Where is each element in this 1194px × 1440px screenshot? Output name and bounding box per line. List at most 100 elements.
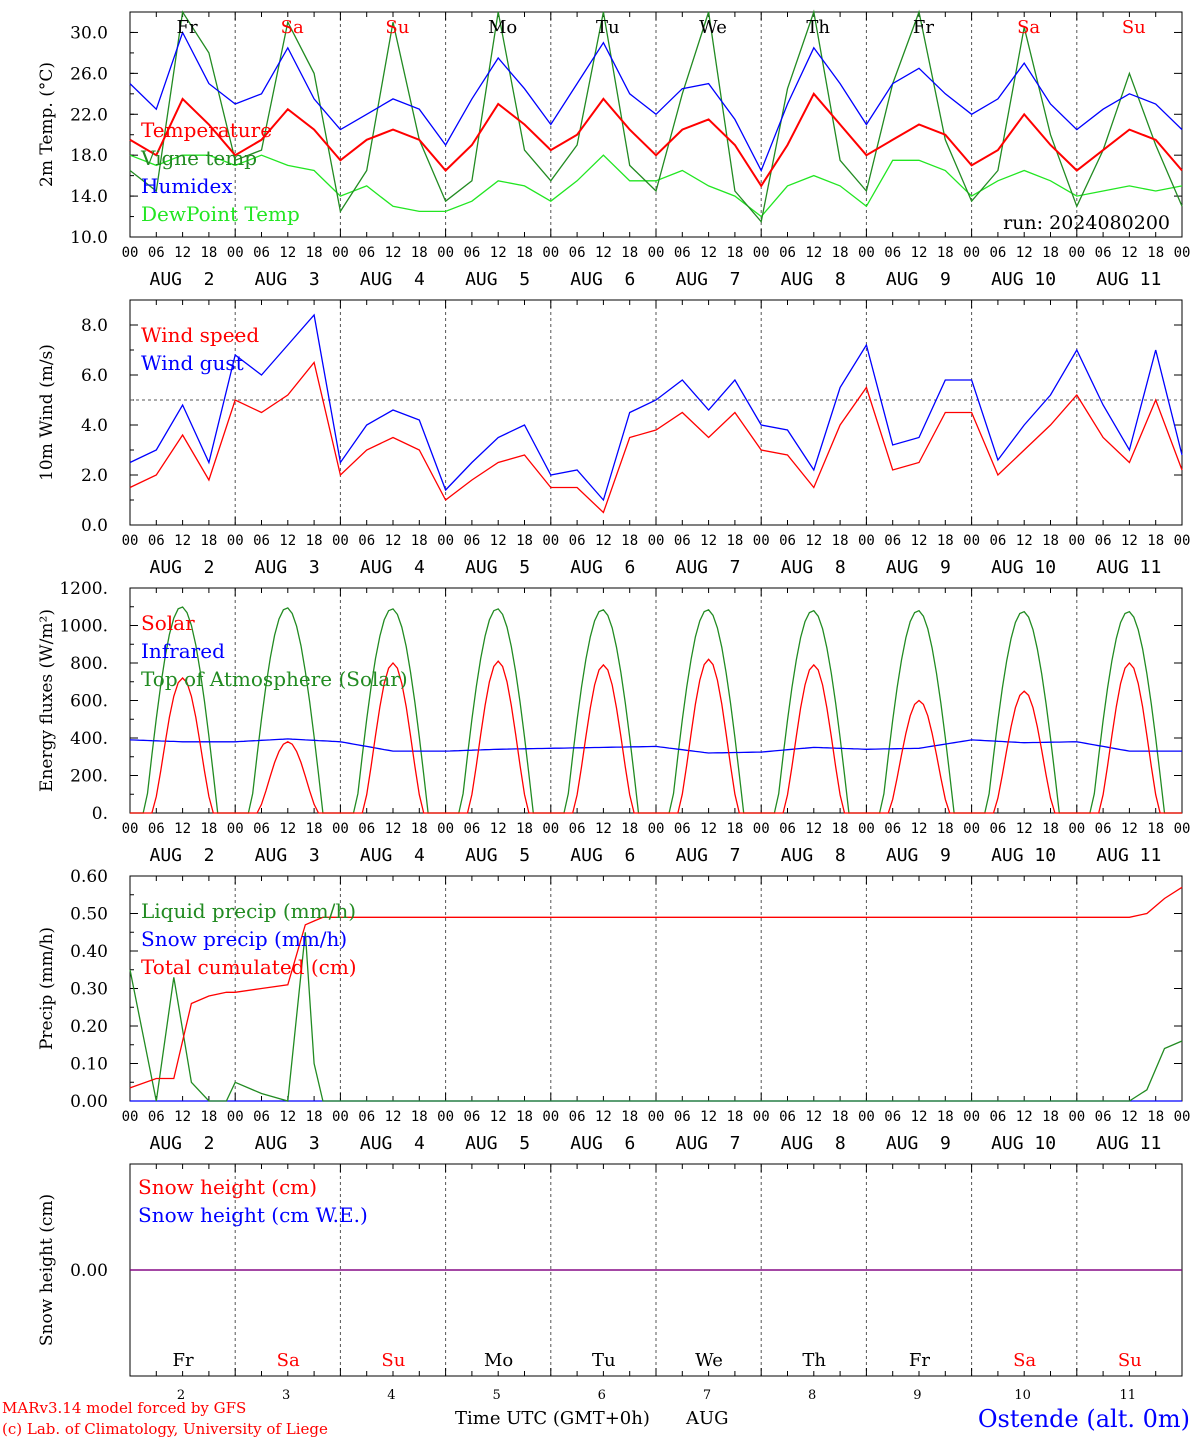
x-date-label: AUG 4	[360, 557, 425, 578]
x-hour-label: 00	[542, 245, 559, 261]
x-hour-label: 12	[1121, 533, 1138, 549]
y-axis-title: Precip (mm/h)	[37, 927, 57, 1050]
x-hour-label: 12	[279, 821, 296, 837]
x-hour-label: 06	[1095, 533, 1112, 549]
day-of-week-label: Sa	[277, 1350, 300, 1371]
x-hour-label: 00	[1068, 1109, 1085, 1125]
temperature-panel: 10.0 14.0 18.0 22.0 26.0 30.0 2m Temp. (°C) Tem…	[37, 9, 1190, 290]
x-hour-label: 06	[358, 245, 375, 261]
x-hour-label: 18	[306, 533, 323, 549]
x-hour-label: 12	[805, 1109, 822, 1125]
x-hour-label: 18	[832, 821, 849, 837]
energy-panel: 0. 200. 400. 600. 800. 1000. 1200.Energy fluxe…	[37, 579, 1190, 866]
x-hour-label: 12	[911, 821, 928, 837]
x-hour-label: 06	[463, 821, 480, 837]
x-hour-label: 18	[306, 1109, 323, 1125]
x-date-label: AUG 2	[149, 269, 214, 290]
day-of-week-label: Tu	[596, 17, 620, 38]
y-tick-label: 18.0	[70, 146, 108, 166]
y-tick-label: 0.10	[70, 1055, 108, 1075]
x-date-label: AUG 7	[675, 557, 740, 578]
x-date-label: AUG 10	[991, 269, 1056, 290]
x-hour-label: 18	[200, 245, 217, 261]
y-tick-label: 1000.	[59, 617, 108, 637]
x-date-label: AUG 10	[991, 557, 1056, 578]
day-number-label: 9	[913, 1388, 921, 1403]
y-tick-label: 0.00	[70, 1261, 108, 1281]
x-hour-label: 12	[1016, 1109, 1033, 1125]
x-hour-label: 00	[963, 821, 980, 837]
x-hour-label: 12	[174, 245, 191, 261]
x-hour-label: 18	[937, 245, 954, 261]
x-hour-label: 12	[1121, 821, 1138, 837]
x-hour-label: 12	[595, 245, 612, 261]
wind-panel: 0.0 2.0 4.0 6.0 8.0 10m Wind (m/s) Wind speed W…	[37, 299, 1191, 578]
x-hour-label: 12	[1016, 821, 1033, 837]
day-of-week-label: Mo	[488, 17, 517, 38]
x-hour-label: 18	[1147, 1109, 1164, 1125]
x-hour-label: 06	[884, 821, 901, 837]
y-tick-label: 0.60	[70, 867, 108, 887]
x-hour-label: 00	[1174, 533, 1191, 549]
y-axis-title: Snow height (cm)	[37, 1194, 57, 1346]
x-hour-label: 18	[411, 533, 428, 549]
day-number-label: 4	[387, 1388, 395, 1403]
day-of-week-label: We	[699, 17, 727, 38]
y-tick-label: 0.0	[81, 516, 108, 536]
x-hour-label: 06	[989, 1109, 1006, 1125]
x-hour-label: 12	[279, 533, 296, 549]
series-line-temperature	[129, 92, 1183, 188]
y-tick-label: 0.	[92, 804, 108, 824]
x-date-label: AUG 6	[570, 557, 635, 578]
day-of-week-label: Su	[385, 17, 409, 38]
x-date-label: AUG 5	[465, 845, 530, 866]
legend-entry: Snow height (cm)	[138, 1175, 317, 1199]
x-hour-label: 18	[937, 1109, 954, 1125]
series-line-dewpoint-temp	[129, 154, 1183, 218]
x-hour-label: 06	[358, 533, 375, 549]
x-hour-label: 18	[200, 821, 217, 837]
x-date-label: AUG 11	[1096, 269, 1161, 290]
x-hour-label: 18	[306, 245, 323, 261]
x-hour-label: 12	[385, 245, 402, 261]
x-hour-label: 00	[1068, 245, 1085, 261]
run-annotation: run: 2024080200	[1003, 212, 1170, 234]
x-hour-label: 06	[779, 821, 796, 837]
x-hour-label: 06	[779, 533, 796, 549]
x-hour-label: 06	[569, 533, 586, 549]
day-of-week-label: Th	[806, 17, 830, 38]
x-hour-label: 12	[1016, 533, 1033, 549]
x-hour-label: 06	[463, 245, 480, 261]
x-date-label: AUG 10	[991, 1133, 1056, 1154]
x-hour-label: 18	[1147, 245, 1164, 261]
x-hour-label: 12	[805, 533, 822, 549]
x-hour-label: 06	[569, 821, 586, 837]
x-hour-label: 00	[542, 533, 559, 549]
x-hour-label: 06	[989, 245, 1006, 261]
x-hour-label: 18	[937, 533, 954, 549]
x-hour-label: 00	[332, 245, 349, 261]
y-tick-label: 2.0	[81, 466, 108, 486]
y-tick-label: 10.0	[70, 228, 108, 248]
x-hour-label: 12	[700, 1109, 717, 1125]
x-hour-label: 00	[753, 821, 770, 837]
x-hour-label: 00	[1068, 533, 1085, 549]
x-hour-label: 18	[1042, 1109, 1059, 1125]
x-hour-label: 06	[253, 533, 270, 549]
x-hour-label: 18	[1042, 821, 1059, 837]
x-hour-label: 00	[227, 533, 244, 549]
x-hour-label: 12	[700, 821, 717, 837]
x-hour-label: 18	[516, 245, 533, 261]
day-of-week-label: We	[695, 1350, 723, 1371]
x-date-label: AUG 8	[781, 845, 846, 866]
x-hour-label: 18	[306, 821, 323, 837]
x-date-label: AUG 3	[255, 1133, 320, 1154]
x-hour-label: 06	[1095, 1109, 1112, 1125]
legend-entry: Liquid precip (mm/h)	[141, 899, 356, 923]
x-date-label: AUG 3	[255, 269, 320, 290]
x-hour-label: 12	[1016, 245, 1033, 261]
y-tick-label: 0.00	[70, 1092, 108, 1112]
legend-entry: Temperature	[141, 118, 272, 142]
x-hour-label: 18	[832, 533, 849, 549]
